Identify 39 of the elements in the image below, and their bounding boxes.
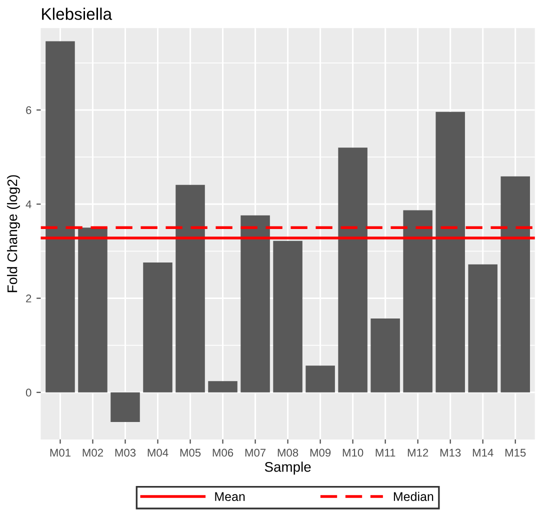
chart-title: Klebsiella (42, 8, 112, 20)
x-tick-label: M02 (82, 448, 103, 457)
y-tick-label: 4 (26, 200, 32, 208)
x-tick-label: M06 (212, 448, 234, 457)
y-tick-label: 2 (26, 294, 32, 302)
bar (338, 148, 368, 392)
x-tick-label: M15 (505, 448, 526, 457)
x-tick-label: M12 (408, 448, 428, 457)
x-tick-label: M05 (180, 448, 201, 457)
bar (370, 318, 400, 392)
bar (208, 381, 238, 392)
x-axis-title: Sample (264, 462, 311, 475)
bar (176, 184, 205, 392)
bar (273, 240, 302, 392)
bar (143, 262, 172, 392)
y-tick-label: 0 (26, 388, 32, 397)
x-tick-label: M03 (115, 448, 136, 457)
x-tick-label: M01 (50, 448, 70, 457)
bar (110, 392, 140, 422)
bar (436, 112, 465, 392)
bar (306, 366, 335, 392)
x-tick-label: M11 (376, 448, 396, 457)
x-tick-label: M08 (278, 448, 298, 457)
x-tick-label: M10 (342, 448, 364, 457)
legend-label: Median (394, 492, 434, 502)
y-axis-title: Fold Change (log2) (7, 175, 20, 292)
x-tick-label: M09 (310, 448, 331, 457)
x-tick-label: M14 (472, 448, 494, 457)
y-tick-label: 6 (26, 106, 32, 114)
x-tick-label: M04 (148, 448, 168, 457)
bar (240, 215, 270, 392)
legend-label: Mean (215, 492, 245, 502)
bar (78, 228, 108, 392)
x-tick-label: M07 (245, 448, 266, 457)
bar (403, 210, 432, 392)
bar (468, 264, 498, 392)
x-tick-label: M13 (440, 448, 461, 457)
bar (46, 41, 75, 392)
bar (500, 176, 530, 392)
